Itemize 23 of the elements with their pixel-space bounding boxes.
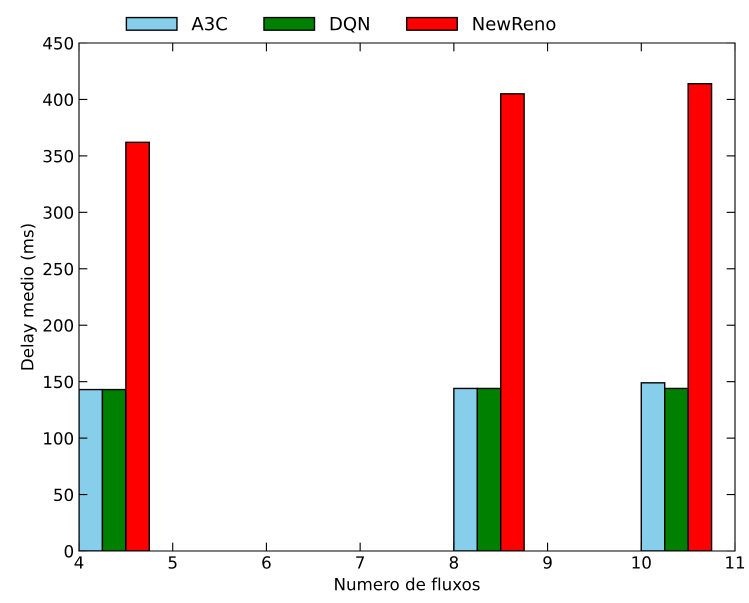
y-tick-label: 150 [44, 376, 74, 388]
y-tick-label: 300 [44, 206, 74, 219]
x-tick-label: 7 [356, 556, 364, 569]
y-tick-label: 200 [44, 319, 74, 332]
legend-label: NewReno [473, 17, 556, 30]
y-tick-label: 50 [54, 488, 74, 502]
y-tick-label: 100 [44, 432, 74, 445]
y-tick-label: 250 [44, 262, 74, 276]
x-tick-label: 9 [543, 556, 552, 569]
y-tick-label: 0 [64, 544, 74, 558]
y-axis-title: Delay medio (ms) [20, 224, 37, 370]
legend-label: A3C [192, 16, 227, 30]
x-tick-label: 4 [74, 556, 84, 569]
y-tick-label: 450 [43, 36, 74, 50]
x-tick-label: 6 [262, 556, 271, 569]
x-tick-label: 10 [632, 556, 651, 569]
x-tick-label: 11 [726, 556, 744, 569]
y-tick-label: 350 [44, 150, 74, 162]
legend-label: DQN [330, 16, 369, 33]
y-tick-label: 400 [43, 93, 74, 106]
x-tick-label: 8 [450, 556, 458, 569]
x-tick-label: 5 [168, 556, 177, 569]
x-axis-title: Numero de fluxos [335, 578, 480, 590]
